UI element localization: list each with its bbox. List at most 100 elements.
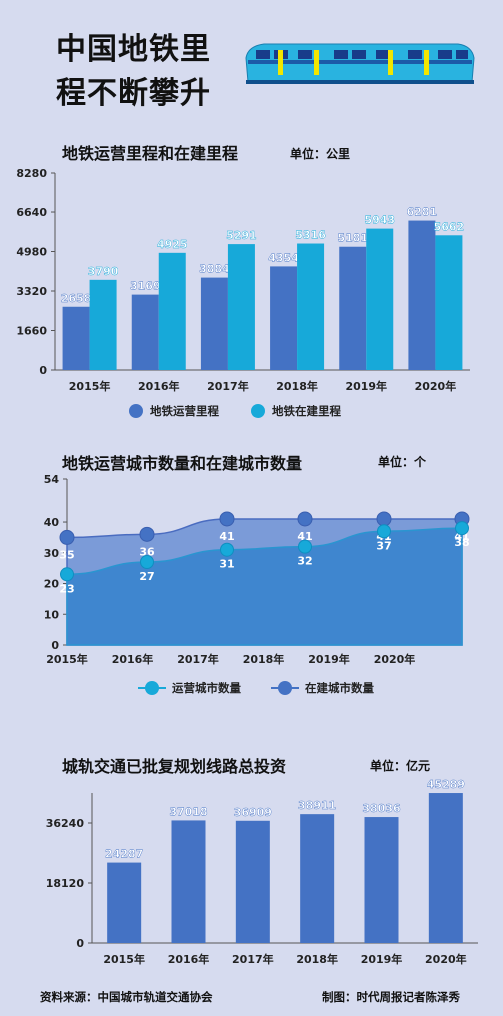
chart1-x-tick-label: 2015年: [69, 379, 111, 393]
chart1-x-tick-label: 2019年: [345, 379, 387, 393]
chart3-y-tick-label: 36240: [46, 817, 85, 830]
chart3-x-tick-label: 2018年: [296, 952, 338, 966]
chart1-x-tick-label: 2020年: [415, 379, 457, 393]
chart1-data-label: 5181: [337, 232, 368, 245]
chart2-x-tick-label: 2019年: [308, 652, 350, 666]
chart3-x-tick-label: 2019年: [361, 952, 403, 966]
train-icon: [245, 43, 475, 84]
chart2-point-operating: [377, 524, 391, 539]
chart3-x-tick-label: 2020年: [425, 952, 467, 966]
chart2-data-label-construction: 35: [59, 548, 74, 561]
chart1-y-tick-label: 0: [39, 364, 47, 377]
chart2-data-label-construction: 41: [297, 530, 312, 543]
chart2-point-construction: [139, 526, 155, 542]
chart1-x-tick-label: 2016年: [138, 379, 180, 393]
chart2-data-label-construction: 41: [219, 530, 234, 543]
chart1-y-tick-label: 8280: [16, 167, 47, 180]
chart3-data-label: 24287: [105, 848, 143, 861]
chart2-y-tick-label: 30: [44, 547, 60, 560]
chart1-bar: [89, 279, 117, 370]
chart1-data-label: 4925: [157, 238, 188, 251]
chart2-point-operating: [220, 542, 234, 557]
chart3-bar: [235, 820, 270, 943]
source-note: 资料来源：中国城市轨道交通协会: [40, 990, 213, 1004]
chart1-y-tick-label: 6640: [16, 206, 47, 219]
chart2-data-label-operating: 27: [139, 570, 154, 583]
chart2-x-tick-label: 2020年: [374, 652, 416, 666]
chart2-point-construction: [59, 529, 75, 545]
chart3-title: 城轨交通已批复规划线路总投资: [62, 757, 287, 776]
chart2-point-construction: [219, 511, 235, 527]
chart1-data-label: 6281: [407, 206, 438, 219]
chart1-legend-label: 地铁在建里程: [272, 404, 341, 418]
chart1-legend-marker: [129, 404, 143, 418]
chart1-title: 地铁运营里程和在建里程: [62, 144, 239, 163]
chart2-x-tick-label: 2018年: [243, 652, 285, 666]
chart3-data-label: 37018: [169, 805, 207, 818]
chart1-bar: [158, 252, 186, 370]
chart2-data-label-operating: 38: [454, 536, 469, 549]
chart1-data-label: 5316: [295, 229, 326, 242]
chart3-y-tick-label: 0: [76, 937, 84, 950]
chart1-bar: [227, 244, 255, 370]
chart2-point-operating: [60, 567, 74, 582]
chart1-data-label: 2658: [61, 292, 92, 305]
chart1-bar: [131, 294, 159, 370]
chart1-data-label: 5943: [364, 214, 395, 227]
chart1-bar: [339, 246, 367, 370]
chart3-data-label: 38911: [298, 799, 336, 812]
chart1-data-label: 3884: [199, 263, 230, 276]
page-title-line1: 中国地铁里: [56, 32, 211, 67]
chart3-x-tick-label: 2017年: [232, 952, 274, 966]
chart2-y-tick-label: 40: [44, 516, 60, 529]
page-title-line2: 程不断攀升: [56, 76, 211, 111]
chart3-bar: [171, 820, 206, 943]
chart3-bar: [300, 814, 335, 943]
chart1-data-label: 5662: [434, 220, 465, 233]
chart2-data-label-operating: 37: [376, 539, 391, 552]
chart2-y-tick-label: 54: [44, 473, 60, 486]
chart1-y-tick-label: 4980: [16, 246, 47, 259]
chart3-bar: [428, 793, 463, 943]
chart1-bar: [435, 235, 463, 370]
chart3-data-label: 38036: [362, 802, 401, 815]
chart2-legend-label: 运营城市数量: [172, 681, 241, 695]
chart1-bar: [62, 306, 90, 370]
chart1-legend-marker: [251, 404, 265, 418]
chart3-unit: 单位：亿元: [370, 759, 431, 773]
chart3-x-tick-label: 2016年: [168, 952, 210, 966]
chart2-point-operating: [298, 539, 312, 554]
chart1-bar: [200, 277, 228, 370]
chart2-data-label-operating: 32: [297, 555, 312, 568]
chart1-data-label: 4354: [268, 251, 299, 264]
chart2-y-tick-label: 0: [51, 639, 59, 652]
chart1-y-tick-label: 1660: [16, 325, 47, 338]
chart3-bar: [107, 862, 142, 943]
chart1-bar: [366, 228, 394, 370]
chart1-legend-label: 地铁运营里程: [150, 404, 219, 418]
chart2-legend-label: 在建城市数量: [305, 681, 374, 695]
chart2-x-tick-label: 2017年: [177, 652, 219, 666]
chart1-y-tick-label: 3320: [16, 285, 47, 298]
chart2-point-construction: [376, 511, 392, 527]
chart2-y-tick-label: 10: [44, 608, 60, 621]
chart2-data-label-construction: 36: [139, 545, 155, 558]
chart2-data-label-operating: 23: [59, 582, 74, 595]
chart1-bar: [408, 220, 436, 370]
chart2-point-construction: [297, 511, 313, 527]
chart1-data-label: 5291: [226, 229, 257, 242]
page-title: 中国地铁里 程不断攀升: [56, 28, 211, 116]
chart3-data-label: 45289: [427, 778, 465, 791]
chart1-x-tick-label: 2018年: [276, 379, 318, 393]
chart2-legend-marker: [145, 681, 159, 695]
chart1-data-label: 3790: [88, 265, 119, 278]
chart1-bar: [297, 243, 325, 370]
chart3-bar: [364, 817, 399, 943]
chart2-point-operating: [455, 521, 469, 536]
chart2-legend-marker: [278, 681, 292, 695]
chart2-x-tick-label: 2016年: [112, 652, 154, 666]
chart1-unit: 单位：公里: [290, 147, 351, 161]
chart1-bar: [270, 266, 298, 370]
author-note: 制图：时代周报记者陈泽秀: [322, 990, 460, 1004]
